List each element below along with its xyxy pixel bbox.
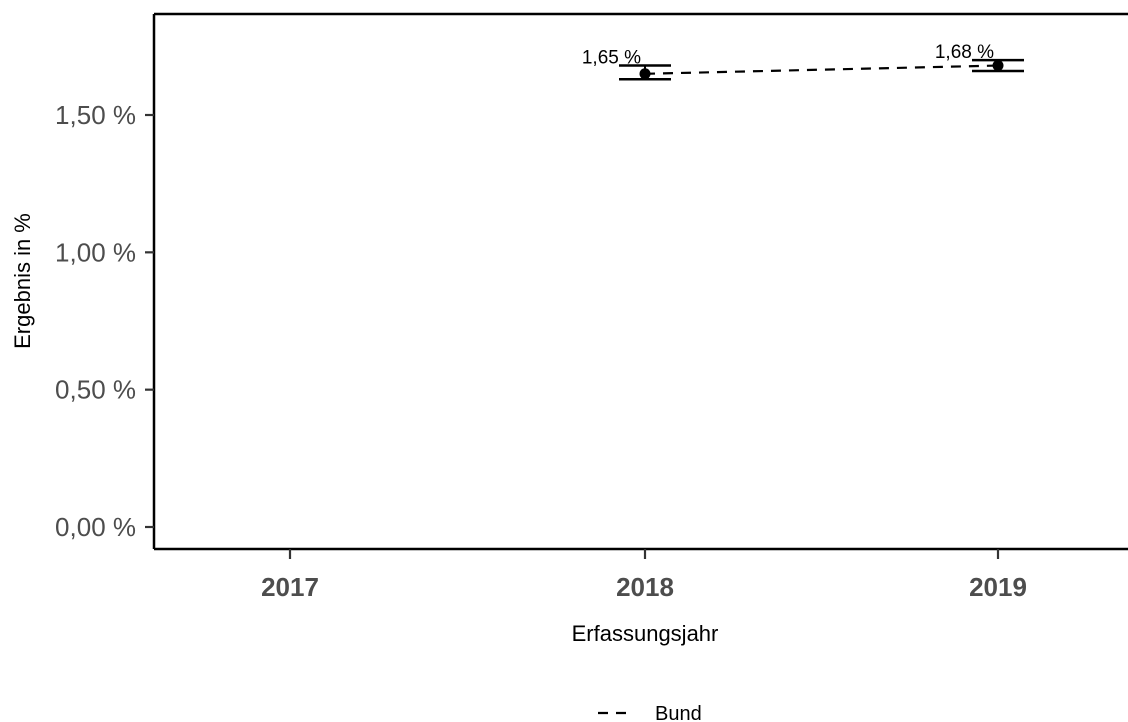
x-tick-label: 2018 (616, 572, 674, 602)
plot-panel (154, 14, 1128, 549)
y-axis-ticks: 0,00 % 0,50 % 1,00 % 1,50 % (55, 100, 154, 542)
x-axis-ticks: 2017 2018 2019 (261, 549, 1027, 602)
series-layer: 1,65 % 1,68 % (582, 42, 1024, 81)
data-label: 1,65 % (582, 48, 641, 69)
y-tick-label: 1,50 % (55, 100, 136, 130)
data-label: 1,68 % (935, 42, 994, 63)
y-tick-label: 0,50 % (55, 375, 136, 405)
x-axis-title: Erfassungsjahr (572, 621, 719, 646)
x-tick-label: 2017 (261, 572, 319, 602)
data-point (992, 60, 1004, 72)
legend-label-bund: Bund (655, 703, 702, 722)
y-tick-label: 0,00 % (55, 512, 136, 542)
x-tick-label: 2019 (969, 572, 1027, 602)
series-line-bund (644, 64, 999, 75)
legend: Bund (598, 703, 702, 722)
data-point (639, 68, 651, 80)
y-tick-label: 1,00 % (55, 237, 136, 267)
y-axis-title: Ergebnis in % (10, 213, 35, 349)
